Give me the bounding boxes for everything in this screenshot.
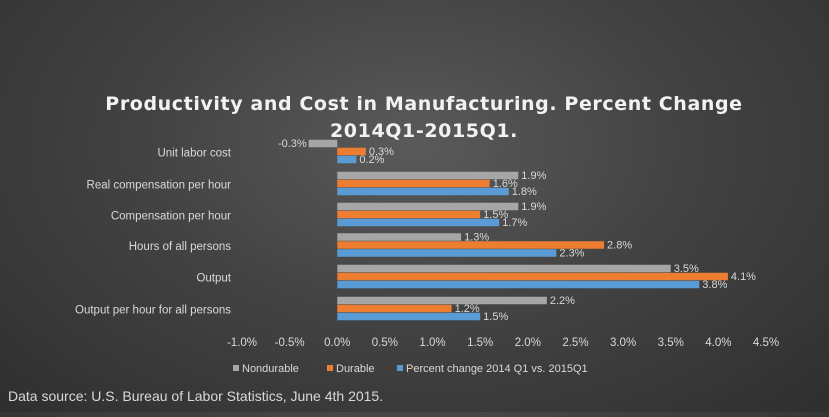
chart-title: Productivity and Cost in Manufacturing. … xyxy=(105,93,742,142)
x-axis-ticks: -1.0% -0.5% 0.0% 0.5% 1.0% 1.5% 2.0% 2.5% 3.0% 3.… xyxy=(227,337,779,349)
data-label-0-3: 1.3% xyxy=(464,231,489,243)
bar-durable-0 xyxy=(337,147,366,156)
chart-title-line-2: 2014Q1-2015Q1. xyxy=(330,120,518,142)
data-label-2-5: 1.5% xyxy=(483,311,508,323)
data-label-2-2: 1.7% xyxy=(502,217,527,229)
bar-durable-3 xyxy=(337,241,605,249)
bar-percent-change-2014-q1-vs-2015q1-2 xyxy=(337,218,500,227)
data-label-1-2: 1.5% xyxy=(483,209,508,221)
category-label-4: Output xyxy=(196,273,231,285)
data-label-2-1: 1.8% xyxy=(512,186,537,198)
x-tick-label-1: -0.5% xyxy=(275,337,305,349)
category-label-3: Hours of all persons xyxy=(129,241,232,253)
bar-percent-change-2014-q1-vs-2015q1-4 xyxy=(337,280,700,289)
bars xyxy=(308,139,728,321)
x-tick-label-8: 3.0% xyxy=(610,337,636,349)
bar-durable-1 xyxy=(337,179,490,188)
data-label-2-0: 0.2% xyxy=(359,154,384,166)
x-tick-label-2: 0.0% xyxy=(324,337,350,349)
category-label-0: Unit labor cost xyxy=(157,148,231,160)
data-label-1-1: 1.6% xyxy=(493,178,518,190)
x-tick-label-0: -1.0% xyxy=(227,337,257,349)
bar-nondurable-1 xyxy=(337,171,519,180)
x-tick-label-7: 2.5% xyxy=(562,337,588,349)
x-tick-label-5: 1.5% xyxy=(467,337,493,349)
bar-percent-change-2014-q1-vs-2015q1-5 xyxy=(337,312,481,321)
data-label-1-0: 0.3% xyxy=(369,146,394,158)
bar-nondurable-0 xyxy=(308,139,338,148)
data-label-2-3: 2.3% xyxy=(559,247,584,259)
bar-durable-2 xyxy=(337,210,481,219)
legend-swatch-0 xyxy=(233,365,239,371)
chart-title-line-1: Productivity and Cost in Manufacturing. … xyxy=(105,93,742,115)
data-label-0-0: -0.3% xyxy=(278,138,307,150)
bar-durable-5 xyxy=(337,304,452,313)
bar-nondurable-4 xyxy=(337,264,671,273)
legend-swatch-2 xyxy=(397,365,403,371)
bar-nondurable-2 xyxy=(337,202,519,211)
data-label-0-5: 2.2% xyxy=(550,295,575,307)
data-labels: -0.3% 1.9% 1.9% 1.3% 3.5% 2.2% 0.3% 1.6% 1.5% 2.8… xyxy=(278,138,756,323)
bar-durable-4 xyxy=(337,272,728,281)
data-label-0-2: 1.9% xyxy=(521,201,546,213)
legend-label-0: Nondurable xyxy=(242,363,299,375)
legend-swatch-1 xyxy=(327,365,333,371)
data-source-note: Data source: U.S. Bureau of Labor Statis… xyxy=(8,388,384,404)
bar-percent-change-2014-q1-vs-2015q1-1 xyxy=(337,187,509,196)
legend-label-1: Durable xyxy=(336,363,375,375)
data-label-1-4: 4.1% xyxy=(731,271,756,283)
data-label-1-5: 1.2% xyxy=(455,303,480,315)
bar-percent-change-2014-q1-vs-2015q1-0 xyxy=(337,155,357,164)
bar-nondurable-3 xyxy=(337,233,462,241)
data-label-2-4: 3.8% xyxy=(702,279,727,291)
data-label-0-4: 3.5% xyxy=(674,263,699,275)
category-label-1: Real compensation per hour xyxy=(87,180,232,192)
legend-label-2: Percent change 2014 Q1 vs. 2015Q1 xyxy=(406,363,588,375)
data-label-1-3: 2.8% xyxy=(607,239,632,251)
x-tick-label-6: 2.0% xyxy=(515,337,541,349)
x-tick-label-10: 4.0% xyxy=(705,337,731,349)
x-tick-label-9: 3.5% xyxy=(658,337,684,349)
category-label-2: Compensation per hour xyxy=(111,211,231,223)
bar-nondurable-5 xyxy=(337,296,547,305)
category-labels: Unit labor cost Real compensation per hou… xyxy=(75,148,232,317)
x-tick-label-4: 1.0% xyxy=(419,337,445,349)
bar-percent-change-2014-q1-vs-2015q1-3 xyxy=(337,249,557,257)
legend: Nondurable Durable Percent change 2014 Q1 … xyxy=(233,363,588,375)
x-tick-label-11: 4.5% xyxy=(753,337,779,349)
category-label-5: Output per hour for all persons xyxy=(75,305,231,317)
x-tick-label-3: 0.5% xyxy=(372,337,398,349)
data-label-0-1: 1.9% xyxy=(521,170,546,182)
